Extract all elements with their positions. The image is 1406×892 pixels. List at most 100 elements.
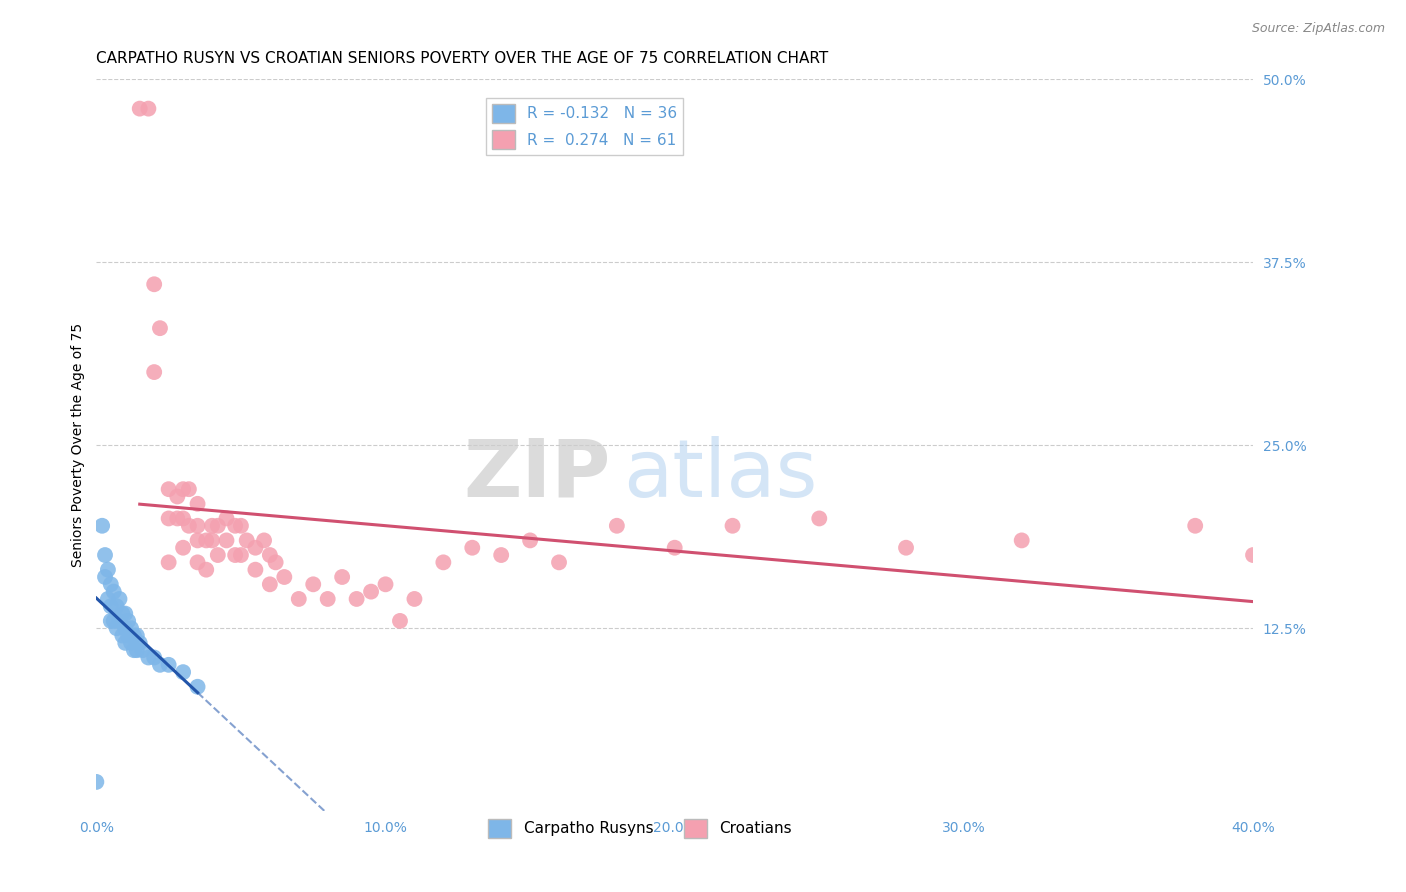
Point [1184,518,1206,533]
Point [114,636,136,650]
Point [1011,533,1033,548]
Point [138,102,160,116]
Point [94,570,117,584]
Point [187,497,209,511]
Point [664,541,686,555]
Point [125,643,148,657]
Point [808,511,831,525]
Point [166,511,188,525]
Point [128,102,150,116]
Point [143,365,166,379]
Point [302,577,325,591]
Point [253,533,276,548]
Point [1241,548,1264,562]
Point [120,621,142,635]
Point [114,621,136,635]
Point [606,518,628,533]
Text: ZIP: ZIP [464,435,612,514]
Point [721,518,744,533]
Point [259,577,281,591]
Point [125,628,148,642]
Point [177,518,200,533]
Point [264,555,287,569]
Point [166,490,188,504]
Point [120,636,142,650]
Point [195,563,218,577]
Point [117,614,139,628]
Point [201,533,224,548]
Point [138,650,160,665]
Point [105,599,128,614]
Point [374,577,396,591]
Point [143,650,166,665]
Point [172,665,194,680]
Point [157,657,180,672]
Text: Source: ZipAtlas.com: Source: ZipAtlas.com [1251,22,1385,36]
Point [388,614,411,628]
Point [259,548,281,562]
Point [224,548,246,562]
Point [207,518,229,533]
Point [215,511,238,525]
Point [100,599,122,614]
Point [108,614,131,628]
Point [273,570,295,584]
Point [187,555,209,569]
Point [172,482,194,496]
Point [229,548,252,562]
Point [224,518,246,533]
Point [91,518,114,533]
Point [108,591,131,606]
Text: CARPATHO RUSYN VS CROATIAN SENIORS POVERTY OVER THE AGE OF 75 CORRELATION CHART: CARPATHO RUSYN VS CROATIAN SENIORS POVER… [97,51,828,66]
Legend: Carpatho Rusyns, Croatians: Carpatho Rusyns, Croatians [482,813,797,844]
Point [103,614,125,628]
Point [287,591,309,606]
Point [245,563,267,577]
Point [105,621,128,635]
Point [149,321,172,335]
Point [122,628,145,642]
Point [346,591,368,606]
Point [122,643,145,657]
Point [111,628,134,642]
Point [172,541,194,555]
Point [432,555,454,569]
Point [404,591,426,606]
Point [215,533,238,548]
Point [117,628,139,642]
Point [187,680,209,694]
Point [97,563,120,577]
Point [100,614,122,628]
Y-axis label: Seniors Poverty Over the Age of 75: Seniors Poverty Over the Age of 75 [72,323,86,567]
Point [149,657,172,672]
Point [245,541,267,555]
Point [103,584,125,599]
Point [360,584,382,599]
Point [100,577,122,591]
Point [128,636,150,650]
Point [172,511,194,525]
Point [143,277,166,292]
Point [114,607,136,621]
Point [94,548,117,562]
Point [316,591,339,606]
Text: atlas: atlas [623,435,817,514]
Point [894,541,917,555]
Point [187,518,209,533]
Point [97,591,120,606]
Point [461,541,484,555]
Point [157,482,180,496]
Point [548,555,571,569]
Point [157,511,180,525]
Point [86,775,108,789]
Point [330,570,353,584]
Point [157,555,180,569]
Point [519,533,541,548]
Point [235,533,257,548]
Point [111,607,134,621]
Point [195,533,218,548]
Point [489,548,512,562]
Point [201,518,224,533]
Point [229,518,252,533]
Point [187,533,209,548]
